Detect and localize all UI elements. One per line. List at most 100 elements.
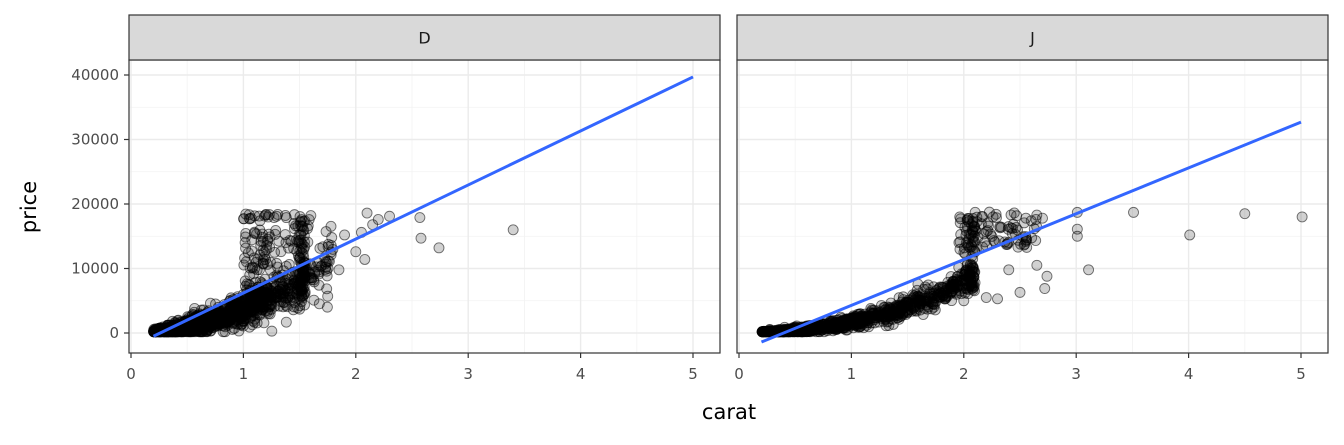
data-point <box>194 319 206 331</box>
data-point <box>310 261 322 273</box>
outlier-point <box>359 254 371 265</box>
outlier-point <box>1039 283 1051 294</box>
outlier-point <box>294 303 306 315</box>
outlier-point <box>415 232 427 244</box>
outlier-point <box>1003 264 1015 276</box>
data-point <box>260 209 272 220</box>
data-point <box>961 220 973 232</box>
strip-background <box>128 14 721 61</box>
data-point <box>297 283 309 295</box>
data-point <box>246 305 258 317</box>
x-axis-title: carat <box>702 400 756 424</box>
x-tick-label: 3 <box>463 365 473 383</box>
points-layer <box>756 206 1308 338</box>
data-point <box>246 293 258 305</box>
outlier-point <box>333 264 345 276</box>
data-point <box>270 225 282 236</box>
x-tick-label: 4 <box>1184 365 1194 383</box>
panel-J: J <box>736 14 1329 354</box>
strip-label-D: D <box>418 29 430 48</box>
data-point <box>932 289 944 301</box>
data-point <box>865 317 877 329</box>
data-point <box>950 278 962 290</box>
data-point <box>288 243 300 254</box>
outlier-point <box>1083 264 1095 276</box>
data-point <box>325 220 337 232</box>
data-point <box>321 270 333 282</box>
data-point <box>233 305 245 317</box>
outlier-point <box>1296 211 1308 223</box>
y-tick-label: 10000 <box>71 260 119 278</box>
data-point <box>254 249 266 261</box>
data-point <box>242 247 254 259</box>
data-point <box>1003 221 1014 233</box>
outlier-point <box>339 229 351 241</box>
x-tick-label: 0 <box>734 365 744 383</box>
outlier-point <box>980 292 992 303</box>
data-point <box>269 228 281 240</box>
data-point <box>319 263 331 275</box>
outlier-point <box>361 207 373 219</box>
y-tick-label: 30000 <box>71 131 119 149</box>
x-tick-label: 5 <box>1296 365 1306 383</box>
x-tick-label: 2 <box>959 365 969 383</box>
data-point <box>284 288 296 300</box>
data-point <box>927 298 939 310</box>
data-point <box>243 209 255 221</box>
data-point <box>250 299 262 311</box>
data-point <box>308 294 320 306</box>
data-point <box>263 209 275 221</box>
data-point <box>241 278 253 290</box>
outlier-point <box>1037 212 1048 224</box>
outlier-point <box>507 224 519 236</box>
panel-D: D <box>128 14 721 354</box>
outlier-point <box>322 290 334 302</box>
outlier-point <box>992 293 1003 305</box>
regression-line <box>152 75 694 338</box>
x-tick-label: 1 <box>847 365 857 383</box>
x-tick-label: 4 <box>576 365 586 383</box>
x-tick-label: 3 <box>1071 365 1081 383</box>
data-point <box>1030 235 1042 246</box>
data-point <box>176 324 187 336</box>
data-point <box>277 281 289 293</box>
data-point <box>260 287 272 299</box>
data-point <box>913 294 925 306</box>
y-tick-label: 20000 <box>71 195 119 213</box>
data-point <box>875 312 887 324</box>
data-point <box>967 236 979 248</box>
strip-label-J: J <box>1029 29 1035 48</box>
data-point <box>235 298 247 310</box>
outlier-point <box>1071 230 1083 242</box>
data-point <box>238 213 250 225</box>
data-point <box>239 237 251 249</box>
data-point <box>1015 238 1027 250</box>
data-point <box>888 307 900 319</box>
data-point <box>278 297 290 308</box>
outlier-point <box>1239 208 1251 220</box>
data-point <box>955 228 967 240</box>
x-tick-label: 1 <box>239 365 249 383</box>
data-point <box>246 234 258 246</box>
data-point <box>982 225 994 237</box>
outlier-point <box>433 242 445 254</box>
data-point <box>321 301 333 313</box>
data-point <box>839 321 850 333</box>
data-point <box>254 298 265 310</box>
data-point <box>234 306 246 318</box>
data-point <box>216 308 228 320</box>
data-point <box>190 320 202 332</box>
x-tick-label: 2 <box>351 365 361 383</box>
outlier-point <box>1128 206 1139 218</box>
data-point <box>280 316 292 328</box>
data-point <box>254 224 266 236</box>
data-point <box>249 316 261 328</box>
data-point <box>271 257 283 269</box>
panel-background <box>737 60 1328 353</box>
outlier-point <box>969 277 981 289</box>
data-point <box>269 289 281 301</box>
outlier-point <box>350 246 362 258</box>
data-point <box>988 235 1000 246</box>
